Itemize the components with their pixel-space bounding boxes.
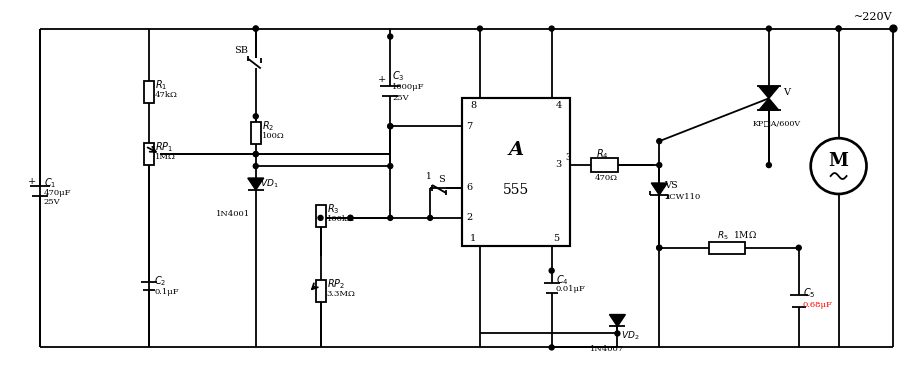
Text: 0.01μF: 0.01μF bbox=[556, 285, 585, 293]
Polygon shape bbox=[652, 183, 667, 195]
Text: 2CW110: 2CW110 bbox=[665, 193, 701, 201]
Text: +: + bbox=[29, 176, 37, 185]
Circle shape bbox=[657, 245, 662, 250]
Circle shape bbox=[388, 124, 393, 129]
Circle shape bbox=[348, 215, 353, 220]
Text: A: A bbox=[509, 141, 523, 159]
Circle shape bbox=[253, 152, 258, 157]
Circle shape bbox=[549, 26, 554, 31]
Text: $RP_1$: $RP_1$ bbox=[155, 140, 174, 154]
Circle shape bbox=[388, 164, 393, 168]
Text: $C_1$: $C_1$ bbox=[43, 176, 56, 190]
Text: 6: 6 bbox=[466, 183, 472, 193]
Text: 555: 555 bbox=[503, 183, 529, 197]
Text: $C_4$: $C_4$ bbox=[556, 273, 569, 287]
Circle shape bbox=[253, 26, 258, 31]
Circle shape bbox=[388, 124, 393, 129]
Text: 0.68μF: 0.68μF bbox=[803, 300, 833, 309]
Text: M: M bbox=[829, 152, 848, 170]
Polygon shape bbox=[759, 99, 779, 110]
Text: 25V: 25V bbox=[392, 94, 409, 102]
Polygon shape bbox=[247, 178, 264, 190]
Text: $R_1$: $R_1$ bbox=[155, 79, 167, 92]
Bar bbox=[144, 143, 154, 165]
Text: $R_2$: $R_2$ bbox=[262, 119, 274, 133]
Circle shape bbox=[657, 245, 662, 250]
Text: 470μF: 470μF bbox=[43, 189, 71, 197]
Text: 0.1μF: 0.1μF bbox=[154, 288, 179, 296]
Text: KP□A/600V: KP□A/600V bbox=[753, 120, 801, 128]
Bar bbox=[462, 99, 569, 246]
Circle shape bbox=[348, 215, 353, 220]
Text: V: V bbox=[783, 88, 790, 97]
Bar bbox=[709, 242, 745, 254]
Bar bbox=[316, 205, 326, 227]
Bar bbox=[591, 158, 618, 172]
Circle shape bbox=[657, 162, 662, 168]
Circle shape bbox=[427, 215, 433, 220]
Circle shape bbox=[477, 26, 483, 31]
Circle shape bbox=[797, 245, 801, 250]
Text: $R_5$  1MΩ: $R_5$ 1MΩ bbox=[717, 230, 757, 242]
Circle shape bbox=[318, 215, 323, 220]
Text: $C_5$: $C_5$ bbox=[803, 286, 815, 300]
Circle shape bbox=[253, 26, 258, 31]
Circle shape bbox=[253, 164, 258, 168]
Bar bbox=[316, 280, 326, 302]
Circle shape bbox=[836, 26, 841, 31]
Circle shape bbox=[549, 345, 554, 350]
Text: S: S bbox=[438, 174, 445, 183]
Text: ~220V: ~220V bbox=[854, 12, 893, 22]
Circle shape bbox=[549, 268, 554, 273]
Bar bbox=[144, 81, 154, 103]
Circle shape bbox=[388, 215, 393, 220]
Polygon shape bbox=[609, 315, 626, 326]
Text: 3: 3 bbox=[556, 160, 562, 169]
Text: 1000μF: 1000μF bbox=[392, 83, 425, 91]
Text: 1: 1 bbox=[470, 234, 476, 243]
Text: $C_2$: $C_2$ bbox=[154, 274, 166, 288]
Text: 5: 5 bbox=[554, 234, 559, 243]
Text: $VD_1$: $VD_1$ bbox=[259, 178, 279, 190]
Text: 2: 2 bbox=[466, 214, 473, 222]
Text: 1N4001: 1N4001 bbox=[216, 210, 250, 218]
Text: 470Ω: 470Ω bbox=[594, 174, 617, 182]
Circle shape bbox=[253, 152, 258, 157]
Circle shape bbox=[766, 26, 772, 31]
Text: 47kΩ: 47kΩ bbox=[155, 91, 178, 99]
Text: 3: 3 bbox=[566, 153, 571, 162]
Text: $RP_2$: $RP_2$ bbox=[327, 277, 344, 291]
Text: 1N4007: 1N4007 bbox=[590, 346, 624, 353]
Circle shape bbox=[836, 26, 841, 31]
Polygon shape bbox=[759, 86, 779, 99]
Circle shape bbox=[890, 25, 897, 32]
Text: $R_4$: $R_4$ bbox=[596, 147, 609, 161]
Text: VS: VS bbox=[665, 180, 678, 190]
Circle shape bbox=[657, 139, 662, 144]
Text: 100kΩ: 100kΩ bbox=[327, 215, 354, 223]
Text: +: + bbox=[378, 75, 387, 84]
Circle shape bbox=[388, 34, 393, 39]
Text: 7: 7 bbox=[466, 122, 473, 131]
Text: $C_3$: $C_3$ bbox=[392, 70, 405, 83]
Text: 8: 8 bbox=[470, 101, 476, 110]
Text: 100Ω: 100Ω bbox=[262, 132, 284, 140]
Text: 1: 1 bbox=[426, 171, 432, 180]
Text: SB: SB bbox=[234, 46, 248, 55]
Text: $R_3$: $R_3$ bbox=[327, 202, 339, 216]
Circle shape bbox=[253, 114, 258, 119]
Text: 4: 4 bbox=[556, 101, 562, 110]
Text: 25V: 25V bbox=[43, 198, 60, 206]
Text: 1MΩ: 1MΩ bbox=[155, 153, 176, 161]
Bar bbox=[251, 122, 260, 144]
Circle shape bbox=[615, 331, 620, 336]
Circle shape bbox=[766, 162, 772, 168]
Text: 3.3MΩ: 3.3MΩ bbox=[327, 290, 355, 298]
Text: $VD_2$: $VD_2$ bbox=[621, 329, 640, 342]
